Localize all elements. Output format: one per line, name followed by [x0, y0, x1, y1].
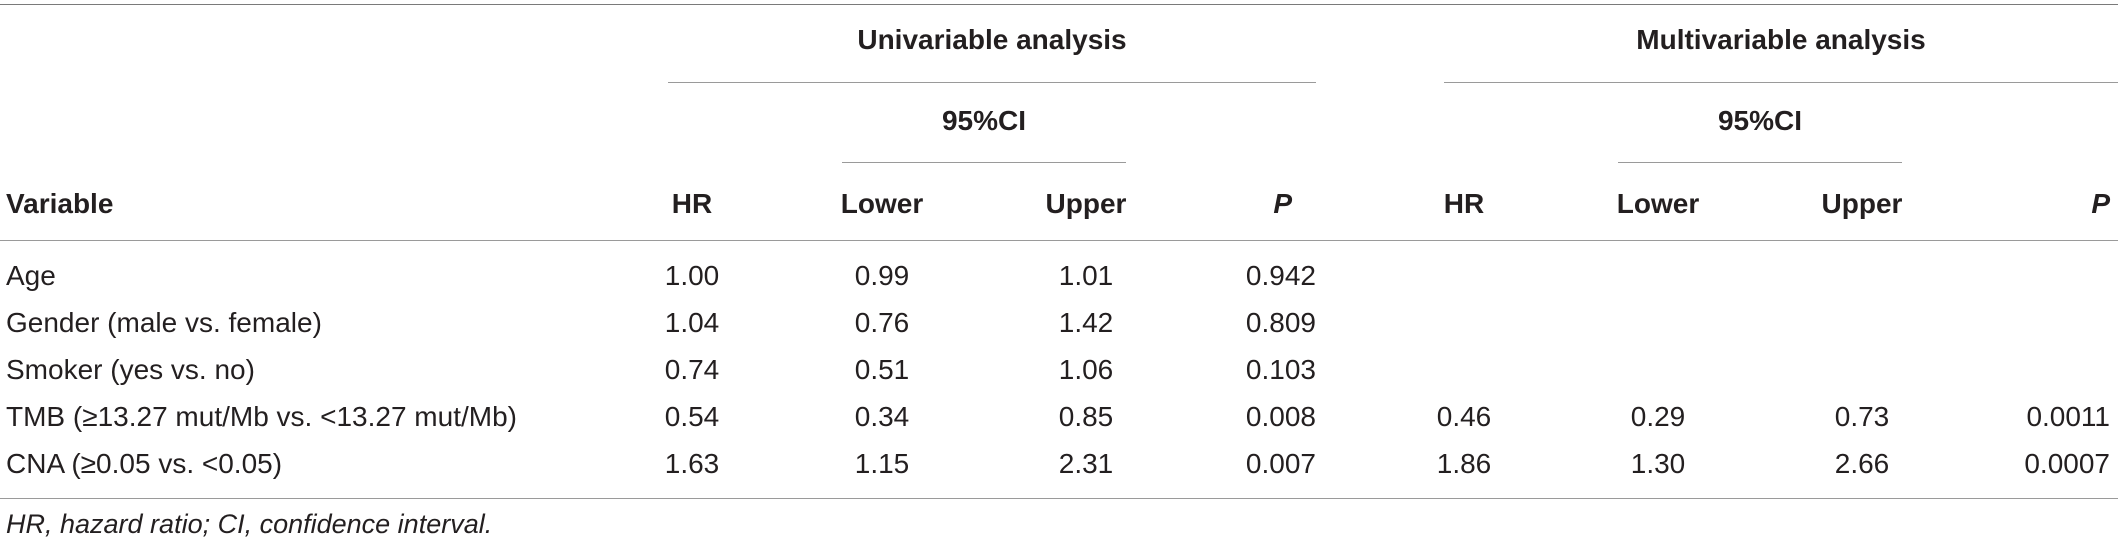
multi-lower-cell: 0.29 [1630, 401, 1686, 432]
multi-p-cell: 0.0007 [2024, 448, 2110, 479]
multi-hr-cell: 1.86 [1436, 448, 1492, 479]
uni-upper-cell: 0.85 [1058, 401, 1114, 432]
univariable-analysis-header: Univariable analysis [857, 24, 1127, 55]
uni-hr-cell: 1.63 [664, 448, 720, 479]
row-variable-label: Gender (male vs. female) [6, 307, 322, 338]
uni-upper-cell: 2.31 [1058, 448, 1114, 479]
uni-upper-cell: 1.01 [1058, 260, 1114, 291]
uni-lower-cell: 0.34 [854, 401, 910, 432]
table-bottom-rule [0, 498, 2118, 499]
multi-upper-column-header: Upper [1821, 188, 1903, 219]
row-variable-label: Smoker (yes vs. no) [6, 354, 255, 385]
multi-upper-cell: 0.73 [1834, 401, 1890, 432]
uni-hr-cell: 1.00 [664, 260, 720, 291]
multivariable-analysis-header: Multivariable analysis [1636, 24, 1926, 55]
multi-hr-column-header: HR [1443, 188, 1485, 219]
multi-lower-cell: 1.30 [1630, 448, 1686, 479]
uni-lower-cell: 0.99 [854, 260, 910, 291]
uni-lower-cell: 1.15 [854, 448, 910, 479]
multi-upper-cell: 2.66 [1834, 448, 1890, 479]
uni-hr-cell: 1.04 [664, 307, 720, 338]
multivariable-underline [1444, 82, 2118, 83]
variable-column-header: Variable [6, 188, 114, 219]
multivariable-ci-underline [1618, 162, 1902, 163]
univariable-underline [668, 82, 1316, 83]
uni-p-column-header: P [1273, 188, 1292, 219]
multi-hr-cell: 0.46 [1436, 401, 1492, 432]
row-variable-label: Age [6, 260, 56, 291]
row-variable-label: CNA (≥0.05 vs. <0.05) [6, 448, 283, 479]
uni-hr-cell: 0.54 [664, 401, 720, 432]
univariable-ci-header: 95%CI [941, 105, 1027, 136]
multivariable-ci-header: 95%CI [1717, 105, 1803, 136]
uni-upper-column-header: Upper [1045, 188, 1127, 219]
uni-lower-cell: 0.76 [854, 307, 910, 338]
uni-upper-cell: 1.06 [1058, 354, 1114, 385]
uni-hr-cell: 0.74 [664, 354, 720, 385]
row-variable-label: TMB (≥13.27 mut/Mb vs. <13.27 mut/Mb) [6, 401, 517, 432]
header-bottom-rule [0, 240, 2118, 241]
uni-p-cell: 0.942 [1245, 260, 1316, 291]
univariable-ci-underline [842, 162, 1126, 163]
uni-p-cell: 0.103 [1245, 354, 1316, 385]
uni-upper-cell: 1.42 [1058, 307, 1114, 338]
top-rule [0, 4, 2118, 5]
multi-p-cell: 0.0011 [2026, 401, 2110, 432]
uni-p-cell: 0.007 [1245, 448, 1316, 479]
uni-lower-cell: 0.51 [854, 354, 910, 385]
uni-p-cell: 0.809 [1245, 307, 1316, 338]
table-footnote: HR, hazard ratio; CI, confidence interva… [6, 509, 493, 539]
multi-p-column-header: P [2091, 188, 2110, 219]
uni-p-cell: 0.008 [1245, 401, 1316, 432]
uni-hr-column-header: HR [671, 188, 713, 219]
multi-lower-column-header: Lower [1616, 188, 1700, 219]
uni-lower-column-header: Lower [840, 188, 924, 219]
